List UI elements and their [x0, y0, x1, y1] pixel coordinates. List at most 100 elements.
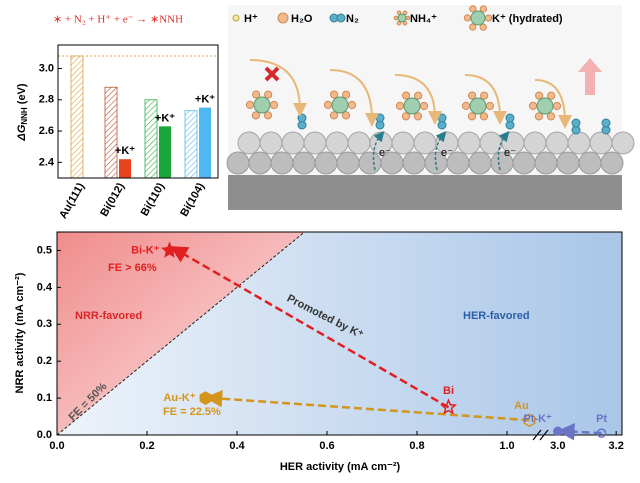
- x-axis-label: HER activity (mA cm⁻²): [280, 461, 401, 473]
- x-tick-label: Bi(012): [98, 181, 127, 219]
- water-o: [252, 90, 261, 99]
- point-label: Au-K⁺: [163, 392, 195, 404]
- water-o: [468, 91, 477, 100]
- electron-label: e⁻: [504, 147, 516, 159]
- water-o: [263, 111, 273, 120]
- surface-atom: [237, 131, 261, 155]
- water-o: [402, 20, 408, 26]
- point: [199, 391, 212, 405]
- bar: [159, 126, 171, 178]
- water-o: [480, 91, 489, 100]
- surface-atom: [611, 131, 635, 155]
- water-o: [396, 10, 402, 16]
- k-ion: [397, 13, 407, 23]
- water-o: [414, 91, 423, 100]
- surface-atom: [567, 131, 591, 155]
- y-label-unit: (eV): [16, 83, 28, 107]
- water-o: [330, 90, 339, 99]
- water-o: [245, 100, 255, 109]
- water-o: [342, 90, 351, 99]
- water-o: [269, 100, 279, 110]
- x-tick-label: 0.8: [409, 440, 424, 452]
- legend-label: N₂: [346, 13, 359, 25]
- y-label-main: ΔG: [16, 124, 28, 141]
- axis-break: [532, 429, 549, 441]
- surface-atom: [578, 151, 602, 175]
- y-label-sub: NNH: [20, 107, 29, 125]
- substrate: [228, 175, 622, 210]
- legend-label: H⁺: [244, 13, 258, 25]
- water-o: [402, 91, 411, 100]
- water-o: [277, 12, 289, 24]
- k-ion: [253, 96, 271, 114]
- water-o: [402, 10, 408, 16]
- legend-label: K⁺ (hydrated): [492, 13, 563, 25]
- n-atom: [505, 113, 515, 123]
- surface-atom: [468, 151, 492, 175]
- surface-atom: [391, 131, 415, 155]
- water-o: [469, 5, 477, 13]
- surface-atom: [314, 151, 338, 175]
- point: [439, 398, 458, 415]
- x-tick-label: 0.4: [229, 440, 245, 452]
- water-o: [413, 112, 423, 121]
- x-tick-label: 3.2: [609, 440, 624, 452]
- water-o: [547, 91, 556, 100]
- promotion-arrow: [204, 389, 530, 422]
- water-o: [323, 100, 333, 109]
- surface-atom: [402, 151, 426, 175]
- surface-atom: [479, 131, 503, 155]
- water-o: [329, 111, 339, 120]
- point-label: Bi: [443, 385, 454, 397]
- y-tick-label: 0.5: [37, 244, 52, 256]
- n-atom: [336, 13, 346, 23]
- surface-atom: [358, 151, 382, 175]
- electron-label: e⁻: [441, 147, 453, 159]
- point: [523, 413, 536, 428]
- surface-atom: [270, 151, 294, 175]
- water-o: [463, 14, 472, 22]
- water-o: [341, 111, 351, 120]
- surface-atom: [292, 151, 316, 175]
- n-atom: [437, 113, 447, 123]
- x-tick-label: Bi(104): [178, 181, 207, 219]
- fe-label: FE = 22.5%: [163, 406, 221, 418]
- k-ion: [470, 10, 486, 26]
- x-tick-label: 0.2: [139, 440, 154, 452]
- y-tick-label: 3.0: [39, 62, 54, 74]
- water-o: [395, 101, 405, 110]
- transfer-arrow: [534, 79, 572, 129]
- n-atom: [375, 113, 385, 123]
- y-tick-label: 0.4: [37, 281, 53, 293]
- y-tick-label: 0.0: [37, 429, 52, 441]
- region-label: HER-favored: [463, 310, 530, 322]
- surface-atom: [347, 131, 371, 155]
- transfer-arrow: [329, 69, 379, 127]
- point-label: Pt: [596, 413, 607, 425]
- point: [553, 426, 563, 437]
- y-axis-label: ΔGNNH (eV): [16, 83, 29, 141]
- k-ion: [403, 97, 421, 115]
- legend-label: H₂O: [291, 13, 313, 25]
- water-o: [534, 112, 544, 121]
- water-o: [535, 91, 544, 100]
- water-o: [396, 20, 402, 26]
- red-cross: [264, 66, 280, 82]
- surface-atom: [545, 131, 569, 155]
- surface-atom: [248, 151, 272, 175]
- surface-atom: [336, 151, 360, 175]
- bar-label: +K⁺: [115, 145, 135, 157]
- electron-label: e⁻: [379, 147, 391, 159]
- water-o: [393, 15, 399, 21]
- water-o: [485, 101, 495, 111]
- water-o: [264, 90, 273, 99]
- n-atom: [601, 118, 611, 128]
- legend-label: NH₄⁺: [410, 13, 437, 25]
- surface-atom: [589, 131, 613, 155]
- surface-atom: [457, 131, 481, 155]
- surface-atom: [512, 151, 536, 175]
- bar: [199, 107, 211, 178]
- surface-atom: [600, 151, 624, 175]
- surface-atom: [523, 131, 547, 155]
- fe-label: FE > 66%: [108, 262, 157, 274]
